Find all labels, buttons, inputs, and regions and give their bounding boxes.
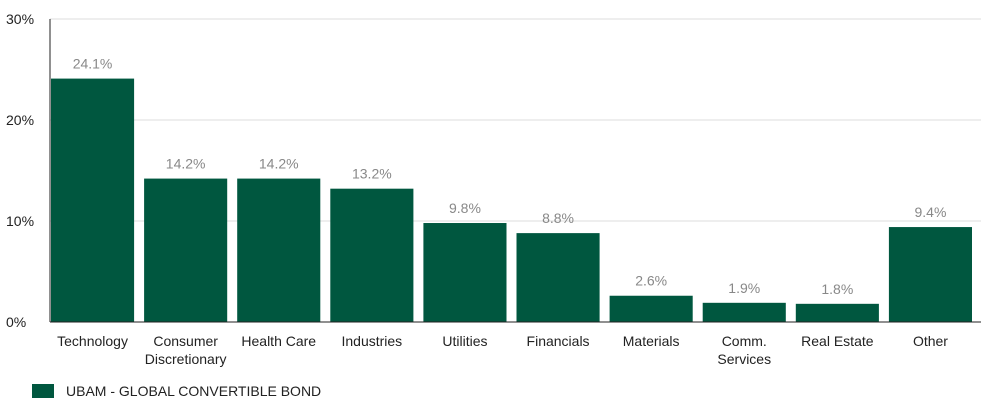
y-tick-label: 10%: [6, 213, 34, 229]
legend: UBAM - GLOBAL CONVERTIBLE BOND: [32, 383, 321, 399]
bar: [888, 227, 972, 322]
x-category-label: Comm. Services: [717, 333, 771, 367]
x-category-label: Consumer Discretionary: [145, 333, 227, 367]
bar-value-label: 1.9%: [728, 280, 760, 296]
x-category-label: Materials: [623, 333, 680, 349]
bar: [609, 295, 693, 322]
bar: [516, 233, 600, 322]
bar-value-label: 14.2%: [166, 156, 206, 172]
bar: [237, 178, 321, 322]
bar-value-label: 14.2%: [259, 156, 299, 172]
x-category-label: Financials: [527, 333, 590, 349]
bar: [144, 178, 228, 322]
x-category-label: Utilities: [442, 333, 487, 349]
x-category-label: Other: [913, 333, 948, 349]
bar-value-label: 13.2%: [352, 166, 392, 182]
bar-value-label: 2.6%: [635, 273, 667, 289]
bar: [702, 302, 786, 322]
bar: [51, 78, 135, 322]
bar-value-label: 8.8%: [542, 210, 574, 226]
x-category-label: Health Care: [241, 333, 316, 349]
legend-label: UBAM - GLOBAL CONVERTIBLE BOND: [66, 383, 322, 399]
y-tick-label: 20%: [6, 112, 34, 128]
y-tick-label: 0%: [6, 314, 26, 330]
bar: [423, 223, 507, 322]
x-category-label: Technology: [57, 333, 128, 349]
bar: [330, 188, 414, 322]
bar-value-label: 24.1%: [73, 56, 113, 72]
bar-value-label: 9.8%: [449, 200, 481, 216]
y-tick-label: 30%: [6, 11, 34, 27]
legend-swatch: [32, 384, 54, 398]
x-category-label: Industries: [341, 333, 402, 349]
x-category-label: Real Estate: [801, 333, 874, 349]
bar-value-label: 1.8%: [821, 281, 853, 297]
bar-value-label: 9.4%: [914, 204, 946, 220]
bar: [795, 303, 879, 322]
